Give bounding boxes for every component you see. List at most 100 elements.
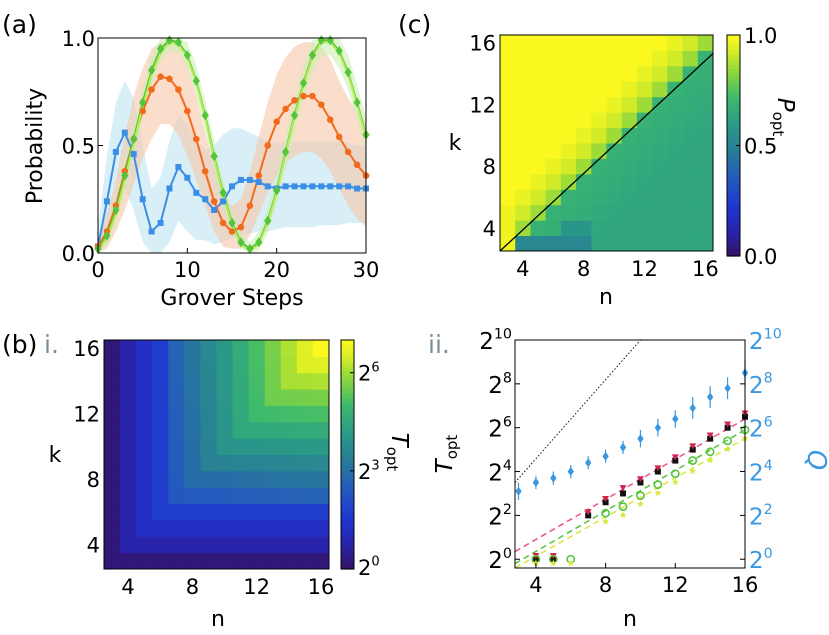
point-T_opt yellow	[724, 445, 732, 453]
point-T_opt yellow	[671, 478, 679, 486]
heatmap-cell	[591, 112, 607, 129]
colorbar-segment	[727, 208, 740, 213]
point-T_opt yellow	[636, 500, 645, 508]
point-Q	[515, 486, 522, 496]
heatmap-cell	[576, 220, 592, 237]
y-tick-label: 16	[469, 32, 496, 56]
heatmap-cell	[530, 235, 547, 252]
heatmap-cell	[652, 173, 668, 190]
point-T_opt green	[653, 480, 663, 490]
heatmap-cell	[200, 421, 217, 439]
heatmap-cell	[530, 173, 547, 190]
heatmap-cell	[184, 503, 201, 521]
heatmap-cell	[606, 96, 623, 113]
point-green	[148, 65, 156, 76]
heatmap-cell	[652, 65, 668, 82]
heatmap-cell	[168, 503, 185, 521]
heatmap-cell	[697, 204, 714, 221]
heatmap-cell	[312, 470, 330, 488]
heatmap-cell	[200, 552, 217, 570]
heatmap-cell	[515, 173, 531, 190]
point-T_opt black	[654, 468, 661, 475]
heatmap-cell	[636, 50, 653, 67]
heatmap-cell	[248, 340, 266, 357]
point-blue	[184, 174, 191, 181]
colorbar-segment	[727, 123, 740, 128]
point-T_opt yellow	[602, 517, 610, 525]
heatmap-cell	[500, 65, 516, 82]
colorbar-segment	[727, 149, 740, 154]
heatmap-cell	[530, 220, 547, 237]
heatmap-cell	[530, 65, 547, 82]
x-tick-label: 16	[692, 257, 719, 281]
heatmap-cell	[515, 127, 531, 144]
heatmap-cell	[682, 204, 699, 221]
heatmap-cell	[545, 96, 562, 113]
colorbar-segment	[341, 340, 354, 345]
heatmap-cell	[560, 158, 577, 175]
heatmap-cell	[652, 96, 668, 113]
colorbar-segment	[341, 362, 354, 368]
heatmap-cell	[152, 519, 169, 537]
heatmap-cell	[248, 536, 266, 554]
panel-b-ii-ylabel-right: Q	[801, 450, 829, 470]
heatmap-cell	[515, 220, 531, 237]
heatmap-cell	[120, 503, 137, 521]
heatmap-cell	[136, 356, 153, 374]
y-tick-label-left: 24	[488, 458, 512, 486]
heatmap-cell	[576, 65, 592, 82]
heatmap-cell	[545, 220, 562, 237]
band-blue	[98, 81, 366, 253]
colorbar-segment	[341, 523, 354, 528]
colorbar-segment	[341, 542, 354, 547]
x-tick-label: 4	[121, 575, 134, 599]
heatmap-cell	[697, 143, 714, 159]
heatmap-cell	[576, 189, 592, 206]
heatmap-cell	[216, 487, 234, 505]
colorbar-segment	[727, 49, 740, 55]
heatmap-cell	[576, 173, 592, 190]
heatmap-cell	[232, 487, 250, 505]
point-orange	[344, 148, 352, 156]
colorbar-segment	[341, 481, 354, 486]
fit-line	[515, 429, 745, 565]
heatmap-cell	[682, 50, 699, 67]
heatmap-cell	[168, 552, 185, 570]
heatmap-cell	[576, 81, 592, 98]
heatmap-cell	[152, 405, 169, 423]
colorbar-segment	[727, 230, 740, 235]
heatmap-cell	[104, 487, 121, 505]
heatmap-cell	[560, 96, 577, 113]
point-orange	[353, 161, 361, 169]
heatmap-cell	[264, 487, 282, 505]
heatmap-cell	[136, 519, 153, 537]
point-green	[335, 45, 343, 56]
colorbar-label: Topt	[383, 433, 412, 472]
colorbar-segment	[727, 152, 740, 158]
heatmap-cell	[667, 50, 684, 67]
heatmap-cell	[697, 235, 714, 252]
point-T_opt black	[620, 490, 627, 497]
heatmap-cell	[667, 65, 684, 82]
heatmap-cell	[667, 204, 684, 221]
point-Q	[532, 478, 540, 487]
panel-label-b-ii: ii.	[428, 330, 450, 359]
colorbar-segment	[727, 71, 740, 77]
point-blue	[220, 198, 227, 205]
colorbar-segment	[727, 244, 740, 250]
colorbar-segment	[341, 427, 354, 433]
heatmap-cell	[280, 438, 298, 455]
colorbar-segment	[727, 116, 740, 121]
heatmap-cell	[104, 470, 121, 488]
heatmap-cell	[652, 35, 668, 51]
heatmap-cell	[264, 503, 282, 521]
point-T_opt red	[689, 443, 697, 450]
x-tick-label: 8	[599, 573, 612, 597]
colorbar-segment	[341, 511, 354, 517]
heatmap-cell	[667, 127, 684, 144]
colorbar-segment	[341, 366, 354, 372]
heatmap-cell	[545, 204, 562, 221]
heatmap-cell	[168, 421, 185, 439]
heatmap-cell	[280, 421, 298, 439]
colorbar-segment	[341, 439, 354, 444]
